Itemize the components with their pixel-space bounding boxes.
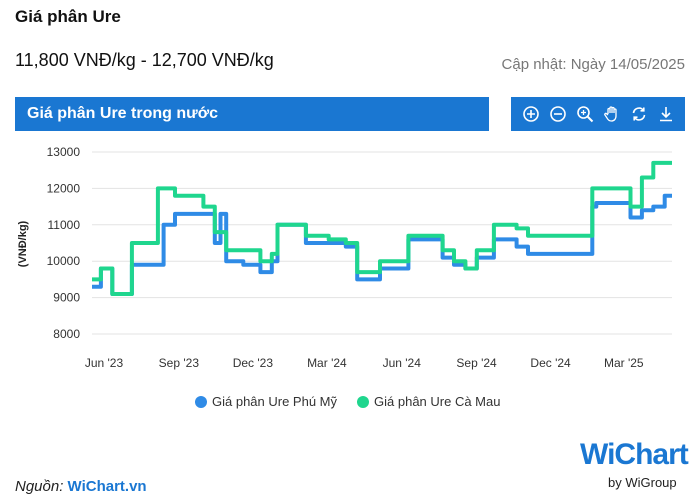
y-tick-label: 13000 (47, 145, 81, 159)
wichart-logo: WiChart by WiGroup (580, 438, 690, 493)
legend-marker-phu-my (195, 395, 207, 408)
page-title: Giá phân Ure (15, 7, 121, 26)
x-axis-ticks: Jun '23 Sep '23 Dec '23 Mar '24 Jun '24 Sep '… (85, 356, 644, 370)
x-tick-label: Sep '24 (456, 356, 497, 370)
logo-byline: by WiGroup (608, 475, 677, 490)
logo-wordmark: WiChart (580, 438, 689, 471)
x-tick-label: Mar '25 (604, 356, 644, 370)
chart-legend: Giá phân Ure Phú Mỹ Giá phân Ure Cà Mau (195, 394, 500, 409)
x-tick-label: Jun '24 (383, 356, 422, 370)
y-axis-label: (VNĐ/kg) (17, 220, 29, 267)
y-tick-label: 8000 (53, 327, 80, 341)
download-icon[interactable] (655, 103, 677, 125)
x-tick-label: Sep '23 (159, 356, 200, 370)
x-tick-label: Dec '23 (233, 356, 274, 370)
legend-item-phu-my[interactable]: Giá phân Ure Phú Mỹ (195, 394, 337, 409)
x-tick-label: Dec '24 (530, 356, 571, 370)
zoom-in-icon[interactable] (520, 103, 542, 125)
legend-label-phu-my: Giá phân Ure Phú Mỹ (212, 394, 338, 409)
chart-toolbar (511, 97, 685, 131)
zoom-out-icon[interactable] (547, 103, 569, 125)
x-tick-label: Jun '23 (85, 356, 124, 370)
source-credit: Nguồn: WiChart.vn (15, 478, 147, 495)
y-axis-ticks: 8000 9000 10000 11000 12000 13000 (47, 145, 81, 341)
series-line-ca-mau[interactable] (92, 160, 672, 296)
series-lines (92, 160, 672, 296)
y-tick-label: 9000 (53, 291, 80, 305)
update-date: Cập nhật: Ngày 14/05/2025 (501, 56, 685, 73)
series-line-phu-my[interactable] (92, 193, 672, 296)
y-tick-label: 12000 (47, 181, 81, 195)
y-tick-label: 10000 (47, 254, 81, 268)
price-line-chart: 8000 9000 10000 11000 12000 13000 Jun '23 Sep … (17, 145, 672, 370)
y-tick-label: 11000 (48, 218, 81, 232)
chart-panel-header: Giá phân Ure trong nước (15, 97, 489, 131)
magnify-icon[interactable] (574, 103, 596, 125)
legend-label-ca-mau: Giá phân Ure Cà Mau (374, 394, 501, 409)
chart-panel-title: Giá phân Ure trong nước (27, 105, 218, 122)
pan-hand-icon[interactable] (601, 103, 623, 125)
source-label: Nguồn: (15, 478, 64, 495)
grid-lines (92, 151, 672, 335)
reset-icon[interactable] (628, 103, 650, 125)
legend-marker-ca-mau (357, 395, 370, 408)
legend-item-ca-mau[interactable]: Giá phân Ure Cà Mau (357, 394, 500, 409)
price-range: 11,800 VNĐ/kg - 12,700 VNĐ/kg (15, 50, 274, 70)
x-tick-label: Mar '24 (307, 356, 347, 370)
source-link[interactable]: WiChart.vn (67, 478, 147, 495)
